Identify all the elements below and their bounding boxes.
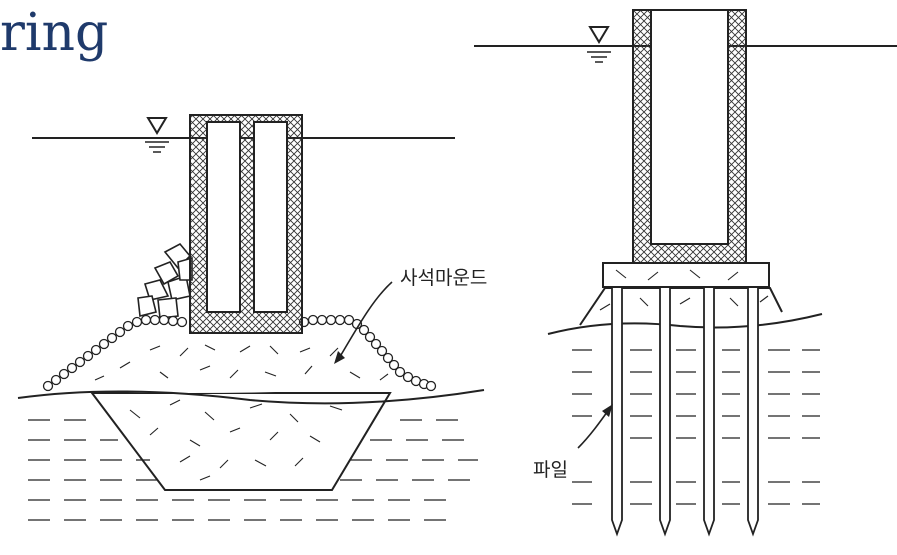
pile-3 <box>703 288 715 537</box>
armour-stones <box>137 242 193 319</box>
rubble-texture <box>94 344 389 381</box>
bead-chain-left <box>42 314 188 392</box>
left-caisson-figure <box>17 114 485 521</box>
pile-2 <box>659 288 671 537</box>
pile-label: 파일 <box>533 459 568 481</box>
mound-leader-line <box>337 281 393 361</box>
right-seabed-line <box>547 313 823 335</box>
dredged-trench <box>89 392 392 491</box>
base-slab <box>602 262 770 288</box>
left-soil-texture <box>28 419 478 521</box>
right-soil-texture <box>572 349 820 505</box>
pile-4 <box>747 288 759 537</box>
pile-1 <box>611 288 623 537</box>
rubble-mound <box>42 322 432 394</box>
mound-leader-arrow <box>334 351 345 364</box>
mound-label: 사석마운드 <box>400 267 487 289</box>
page-title: ring <box>0 3 109 63</box>
pile-cap-mound-texture <box>599 295 769 311</box>
base-slab-texture <box>615 269 739 281</box>
right-water-level-icon <box>587 26 611 63</box>
pile-leader-arrow <box>602 404 613 417</box>
left-caisson <box>189 114 303 334</box>
right-pile-figure <box>474 9 897 537</box>
pile-cap-mound <box>579 287 783 326</box>
piles <box>611 288 759 537</box>
trench-texture <box>129 399 343 481</box>
left-seabed-line <box>17 389 485 405</box>
right-caisson <box>632 9 747 265</box>
pile-leader-line <box>577 407 611 449</box>
left-water-level-icon <box>145 117 169 153</box>
